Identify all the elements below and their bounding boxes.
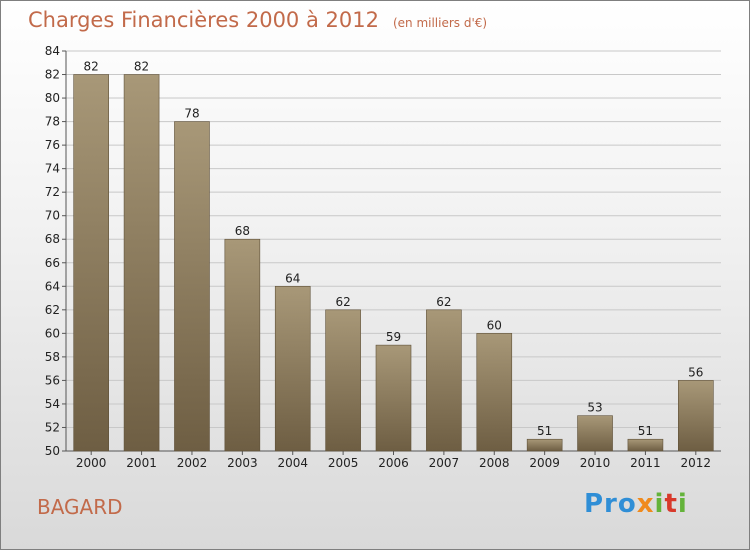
x-tick-labels: 2000 2001 2002 2003 2004 2005 2006 2007 2008 2009… (76, 456, 711, 470)
y-tick-label: 54 (45, 397, 60, 411)
bar (73, 74, 109, 452)
x-tick-label: 2011 (630, 456, 661, 470)
x-tick-label: 2003 (227, 456, 258, 470)
x-tick-label: 2001 (126, 456, 157, 470)
data-label: 78 (184, 107, 199, 121)
x-tick-label: 2008 (479, 456, 510, 470)
bar (476, 333, 513, 452)
y-tick-label: 80 (45, 91, 60, 105)
x-tick-label: 2012 (681, 456, 712, 470)
data-label: 82 (134, 60, 149, 74)
data-label: 64 (285, 271, 300, 285)
y-tick-label: 60 (45, 326, 60, 340)
y-tick-label: 76 (45, 138, 60, 152)
y-tick-label: 52 (45, 420, 60, 434)
bar (274, 285, 311, 452)
bar (627, 438, 664, 452)
y-tick-label: 62 (45, 303, 60, 317)
data-label: 60 (487, 318, 502, 332)
x-tick-label: 2006 (378, 456, 409, 470)
bar (325, 309, 361, 452)
y-tick-label: 58 (45, 350, 60, 364)
data-label: 62 (436, 295, 451, 309)
y-tick-label: 74 (45, 162, 60, 176)
x-tick-label: 2005 (328, 456, 359, 470)
x-tick-label: 2004 (277, 456, 308, 470)
bars (73, 74, 714, 452)
y-tick-label: 64 (45, 279, 60, 293)
y-tick-labels: 50 52 54 56 58 60 62 64 66 68 70 72 74 76 78 80 82 84 (45, 44, 60, 458)
bar (224, 238, 261, 452)
x-tick-label: 2009 (529, 456, 560, 470)
x-tick-label: 2007 (429, 456, 460, 470)
logo-part: i (654, 489, 665, 519)
logo-part: Pro (584, 489, 637, 519)
bar (123, 74, 160, 452)
bar (174, 121, 210, 452)
logo-part: t (664, 489, 678, 519)
data-labels: 82 82 78 68 64 62 59 62 60 51 53 51 56 (84, 60, 704, 439)
x-tick-label: 2000 (76, 456, 107, 470)
logo-part: x (636, 489, 655, 519)
y-tick-label: 70 (45, 209, 60, 223)
y-tick-label: 50 (45, 444, 60, 458)
y-tick-label: 66 (45, 256, 60, 270)
y-tick-label: 78 (45, 115, 60, 129)
bar (375, 344, 412, 452)
bar (526, 438, 563, 452)
proxiti-logo[interactable]: Proxiti (584, 489, 688, 519)
chart-title-block: Charges Financières 2000 à 2012 (en milli… (28, 8, 487, 32)
x-tick-label: 2010 (580, 456, 611, 470)
data-label: 51 (638, 424, 653, 438)
data-label: 82 (84, 60, 99, 74)
place-name: BAGARD (37, 495, 123, 519)
bar (577, 415, 613, 452)
bar (426, 309, 462, 452)
data-label: 51 (537, 424, 552, 438)
y-tick-label: 72 (45, 185, 60, 199)
data-label: 68 (235, 224, 250, 238)
chart-unit: (en milliers d'€) (392, 16, 488, 30)
y-tick-label: 82 (45, 68, 60, 82)
logo-part: i (677, 489, 688, 519)
chart-title: Charges Financières 2000 à 2012 (28, 8, 379, 32)
data-label: 53 (587, 401, 602, 415)
y-tick-label: 84 (45, 44, 60, 58)
x-tick-label: 2002 (177, 456, 208, 470)
y-tick-label: 56 (45, 373, 60, 387)
data-label: 62 (335, 295, 350, 309)
y-tick-label: 68 (45, 232, 60, 246)
data-label: 59 (386, 330, 401, 344)
data-label: 56 (688, 365, 703, 379)
bar (678, 380, 714, 452)
